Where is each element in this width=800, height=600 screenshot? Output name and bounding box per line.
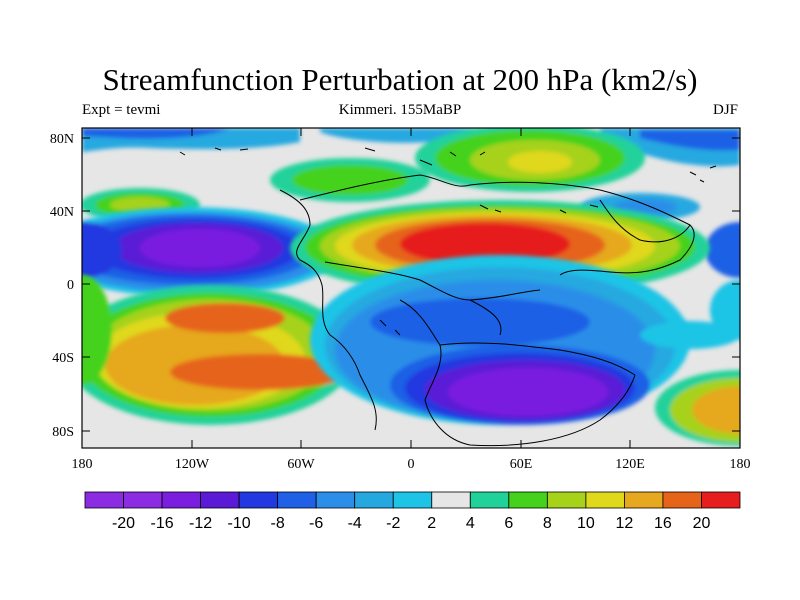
colorbar-swatch [238,491,279,509]
colorbar-swatch [469,491,510,509]
colorbar: -20 -16 -12 -10 -8 -6 -4 -2 2 4 6 8 10 12 16 20 [84,491,741,532]
colorbar-label: 4 [466,515,475,532]
colorbar-label: 12 [616,515,634,532]
lat-label: 80S [52,425,74,440]
colorbar-label: 16 [654,515,672,532]
lon-tick-marks [81,128,741,448]
colorbar-swatch [701,491,741,509]
colorbar-label: -10 [228,515,251,532]
colorbar-label: -4 [348,515,362,532]
colorbar-label: 8 [543,515,552,532]
colorbar-swatch [585,491,625,509]
plot-title: Streamfunction Perturbation at 200 hPa (… [102,62,698,97]
lon-label: 180 [730,457,751,472]
colorbar-label: -6 [309,515,323,532]
lat-label: 0 [67,278,74,293]
colorbar-label: 2 [427,515,436,532]
colorbar-swatch [315,491,356,509]
colorbar-swatch [354,491,394,509]
lon-label: 180 [72,457,93,472]
colorbar-swatch [123,491,163,509]
lat-label: 40N [50,205,74,220]
colorbar-label: -16 [150,515,173,532]
lat-label: 80N [50,132,74,147]
coastlines [179,147,717,447]
colorbar-swatch [431,491,471,509]
colorbar-swatch [161,491,201,509]
experiment-label: Expt = tevmi [82,102,161,118]
lon-labels: 180 120W 60W 0 60E 120E 180 [72,457,751,472]
lat-label: 40S [52,351,74,366]
colorbar-swatch [546,491,587,509]
period-label: Kimmeri. 155MaBP [338,102,462,118]
colorbar-swatch [624,491,664,509]
colorbar-label: 20 [693,515,711,532]
colorbar-swatch [277,491,317,509]
lon-label: 0 [408,457,415,472]
colorbar-label: -2 [386,515,400,532]
lon-label: 120W [175,457,210,472]
colorbar-swatch [662,491,702,509]
colorbar-swatch [84,491,124,509]
lon-label: 120E [615,457,645,472]
colorbar-label: 6 [504,515,513,532]
colorbar-swatch [392,491,433,509]
colorbar-swatch [200,491,240,509]
colorbar-label: -20 [112,515,135,532]
contour-field [82,128,740,448]
lon-label: 60E [510,457,533,472]
colorbar-label: -8 [271,515,285,532]
colorbar-label: -12 [189,515,212,532]
lon-label: 60W [287,457,315,472]
lat-labels: 80N 40N 0 40S 80S [50,132,74,440]
colorbar-label: 10 [577,515,595,532]
lat-tick-marks [82,137,740,432]
colorbar-swatch [508,491,548,509]
season-label: DJF [712,102,738,118]
